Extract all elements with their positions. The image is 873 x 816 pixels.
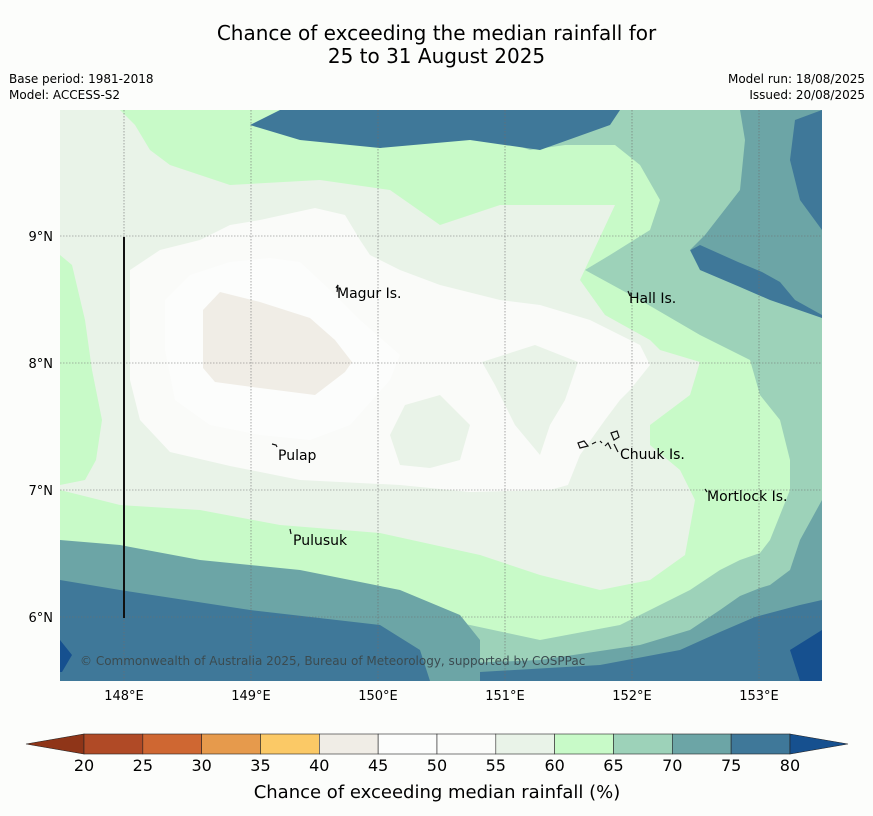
place-labels: Magur Is. Hall Is. Pulap Chuuk Is. Mortl…: [278, 286, 787, 549]
lat-tick-6n: 6°N: [29, 611, 54, 626]
colorbar-under-arrow: [25, 733, 85, 755]
colorbar-title: Chance of exceeding median rainfall (%): [254, 782, 621, 803]
colorbar-cell: [554, 733, 614, 755]
title-line-2: 25 to 31 August 2025: [327, 44, 546, 68]
contour-55-60-inner-b: [482, 345, 578, 455]
latitude-ticks: 9°N 8°N 7°N 6°N: [29, 230, 54, 626]
hall-island-shape: [627, 290, 631, 297]
colorbar-cell: [142, 733, 202, 755]
lon-tick-152: 152°E: [612, 689, 652, 704]
chuuk-islands-shape: [577, 430, 620, 453]
longitude-ticks: 148°E 149°E 150°E 151°E 152°E 153°E: [104, 689, 779, 704]
contour-55-60-inner-a: [390, 395, 470, 468]
colorbar-tick-label: 45: [368, 756, 388, 775]
model-name: Model: ACCESS-S2: [9, 88, 121, 102]
colorbar-cell: [495, 733, 555, 755]
colorbar-cell: [613, 733, 673, 755]
colorbar-cells: [83, 733, 791, 755]
lat-tick-8n: 8°N: [29, 357, 54, 372]
magur-island-shape: [335, 284, 339, 293]
colorbar-cell: [671, 733, 732, 755]
colorbar-tick-label: 75: [721, 756, 741, 775]
colorbar-tick-label: 65: [603, 756, 623, 775]
island-outlines: [271, 284, 708, 535]
lat-tick-7n: 7°N: [29, 484, 54, 499]
colorbar-tick-label: 25: [133, 756, 153, 775]
pulusuk-island-shape: [289, 528, 292, 535]
contour-75-80-southwest: [60, 580, 430, 681]
place-label-pulusuk: Pulusuk: [293, 533, 348, 549]
lon-tick-150: 150°E: [358, 689, 398, 704]
colorbar-over-arrow: [789, 733, 849, 755]
place-label-magur: Magur Is.: [337, 286, 402, 302]
colorbar-tick-label: 55: [486, 756, 506, 775]
place-label-chuuk: Chuuk Is.: [620, 447, 685, 463]
meta-right: Model run: 18/08/2025 Issued: 20/08/2025: [728, 71, 865, 103]
place-label-pulap: Pulap: [278, 448, 317, 464]
contour-over-80-southeast: [790, 630, 822, 681]
contour-40-45: [203, 292, 352, 395]
place-label-hall: Hall Is.: [629, 291, 676, 307]
colorbar-cell: [201, 733, 261, 755]
colorbar-tick-label: 60: [544, 756, 564, 775]
contour-layers: [60, 110, 822, 681]
place-label-mortlock: Mortlock Is.: [707, 489, 787, 505]
colorbar-tick-label: 70: [662, 756, 682, 775]
colorbar-cell: [377, 733, 438, 755]
colorbar-cell: [260, 733, 320, 755]
title-line-1: Chance of exceeding the median rainfall …: [216, 21, 657, 45]
map-title: Chance of exceeding the median rainfall …: [0, 22, 873, 68]
lat-tick-9n: 9°N: [29, 230, 54, 245]
lon-tick-151: 151°E: [485, 689, 525, 704]
colorbar: 20 25 30 35 40 45 50 55 60 65 70 75 80 Chance of exc…: [25, 733, 849, 803]
mortlock-island-shape: [704, 488, 708, 493]
model-run: Model run: 18/08/2025: [727, 72, 865, 86]
colorbar-tick-label: 40: [309, 756, 329, 775]
colorbar-tick-label: 50: [427, 756, 447, 775]
contour-75-80-east: [790, 110, 822, 230]
issued-date: Issued: 20/08/2025: [749, 88, 865, 102]
colorbar-tick-label: 30: [191, 756, 211, 775]
lon-tick-148: 148°E: [104, 689, 144, 704]
lon-tick-153: 153°E: [739, 689, 779, 704]
copyright-notice: © Commonwealth of Australia 2025, Bureau…: [80, 654, 585, 668]
colorbar-tick-label: 80: [780, 756, 800, 775]
contour-75-80-north: [250, 110, 620, 150]
pulap-island-shape: [271, 443, 278, 448]
colorbar-cell: [730, 733, 791, 755]
meta-left: Base period: 1981-2018 Model: ACCESS-S2: [9, 71, 154, 103]
contour-over-80-southwest: [60, 640, 72, 672]
colorbar-tick-labels: 20 25 30 35 40 45 50 55 60 65 70 75 80: [74, 756, 800, 775]
lon-tick-149: 149°E: [231, 689, 271, 704]
colorbar-cell: [436, 733, 497, 755]
contour-60-65-west: [60, 255, 102, 485]
colorbar-tick-label: 35: [250, 756, 270, 775]
colorbar-cell: [319, 733, 379, 755]
colorbar-cell: [83, 733, 144, 755]
base-period: Base period: 1981-2018: [9, 72, 154, 86]
colorbar-tick-label: 20: [74, 756, 94, 775]
